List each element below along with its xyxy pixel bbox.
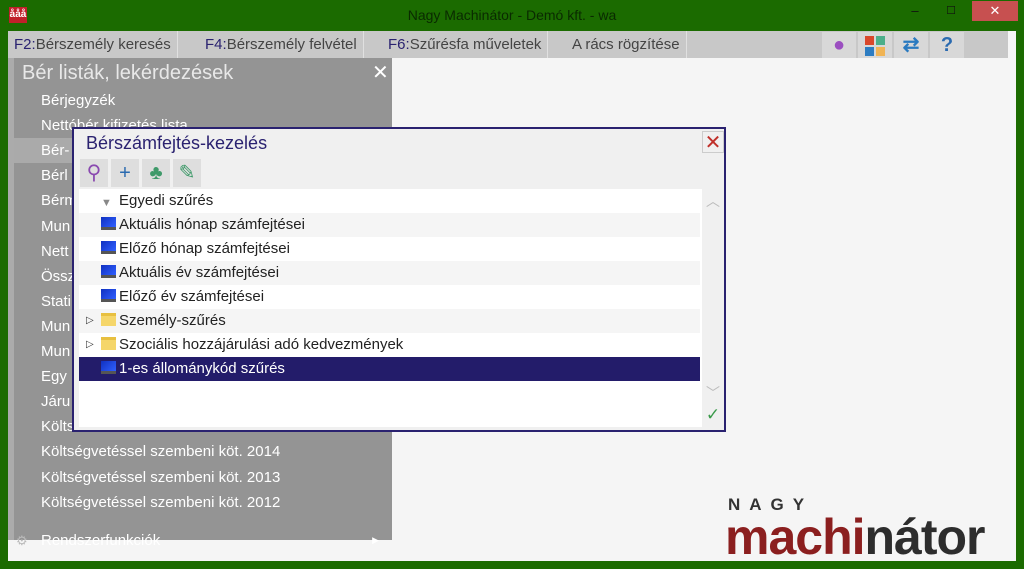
row-label: Előző hónap számfejtései (119, 240, 290, 257)
sidebar-item[interactable]: Mun (41, 217, 71, 235)
row-label: Szociális hozzájárulási adó kedvezmények (119, 336, 404, 353)
sidebar-item[interactable]: Költségvetéssel szembeni köt. 2014 (41, 443, 281, 461)
computer-icon (101, 265, 116, 278)
title-bar: ååå Nagy Machinátor - Demó kft. - wa – ☐… (0, 0, 1024, 30)
sidebar-item[interactable]: Egy (41, 368, 67, 386)
menu-label: A rács rögzítése (572, 36, 680, 53)
tree-icon[interactable]: ♣ (142, 159, 170, 187)
shortcut-key: F4: (205, 36, 227, 53)
maximize-button[interactable]: ☐ (946, 5, 956, 17)
menu-bar: F2:Bérszemély keresés F4:Bérszemély felv… (8, 31, 1008, 58)
shortcut-key: F2: (14, 36, 36, 53)
dialog-close-button[interactable]: ✕ (702, 131, 724, 154)
computer-icon (101, 361, 116, 374)
sidebar-item[interactable]: Költs (41, 418, 72, 436)
sidebar-item[interactable]: Nett (41, 242, 69, 260)
shortcut-key: F6: (388, 36, 410, 53)
search-icon[interactable]: ⚲ (80, 159, 108, 187)
scroll-up-icon[interactable]: ︿ (706, 193, 720, 209)
help-icon[interactable]: ? (930, 32, 964, 58)
tree-row[interactable]: Előző hónap számfejtései (79, 237, 700, 261)
sidebar-item[interactable]: Költségvetéssel szembeni köt. 2012 (41, 493, 281, 511)
filter-icon: ▼ (101, 197, 112, 209)
expand-icon[interactable]: ▷ (86, 339, 94, 350)
window-title: Nagy Machinátor - Demó kft. - wa (407, 7, 617, 23)
logo-top: NAGY (728, 495, 814, 514)
add-icon[interactable]: + (111, 159, 139, 187)
filter-tree-list: ▼ Egyedi szűrés Aktuális hónap számfejtése… (79, 189, 702, 427)
menu-filter-tree[interactable]: F6:Szűrésfa műveletek (382, 31, 549, 58)
ok-check-icon[interactable]: ✓ (705, 405, 721, 424)
logo-main-b: nátor (864, 509, 986, 565)
user-icon[interactable]: ● (822, 32, 856, 58)
tree-row[interactable]: ▼ Egyedi szűrés (79, 189, 700, 213)
menu-label: Bérszemély keresés (35, 36, 171, 53)
sidebar-item[interactable]: Járu (41, 393, 71, 411)
tree-row[interactable]: ▷ Személy-szűrés (79, 309, 700, 333)
gears-icon: ⚙ (16, 533, 28, 548)
scrollbar[interactable]: ︿ ﹀ ✓ (702, 189, 724, 427)
minimize-button[interactable]: – (911, 3, 919, 18)
sidebar-title: Bér listák, lekérdezések (22, 62, 234, 84)
row-label: Aktuális év számfejtései (119, 264, 280, 281)
sidebar-item-system[interactable]: ⚙ Rendszerfunkciók ▶ (14, 528, 383, 553)
close-button[interactable]: ✕ (972, 1, 1018, 21)
sidebar-item-label: Rendszerfunkciók (41, 532, 161, 549)
row-label: Előző év számfejtései (119, 288, 265, 305)
sidebar-edge (8, 58, 14, 540)
tree-row[interactable]: Aktuális hónap számfejtései (79, 213, 700, 237)
logo-main-a: machi (725, 509, 866, 565)
tree-row[interactable]: 1-es állománykód szűrés (79, 357, 700, 381)
sidebar-item[interactable]: Össz (41, 267, 72, 285)
menu-pin-grid[interactable]: A rács rögzítése (566, 31, 687, 58)
row-label: Személy-szűrés (119, 312, 226, 329)
row-label: Egyedi szűrés (119, 192, 214, 209)
menu-search-person[interactable]: F2:Bérszemély keresés (8, 31, 178, 58)
sidebar-item[interactable]: Bérjegyzék (41, 92, 116, 109)
swap-arrows-icon[interactable]: ⇄ (894, 32, 928, 58)
sidebar-item[interactable]: Mun (41, 317, 71, 335)
folder-icon (101, 313, 116, 326)
payroll-dialog: Bérszámfejtés-kezelés ✕ ⚲ + ♣ ✎ ▼ Egyedi … (72, 127, 726, 432)
computer-icon (101, 289, 116, 302)
app-logo-icon[interactable]: ååå (9, 7, 27, 23)
tree-row[interactable]: Aktuális év számfejtései (79, 261, 700, 285)
chevron-right-icon: ▶ (372, 535, 379, 545)
sidebar-item[interactable]: Stati (41, 292, 72, 310)
computer-icon (101, 241, 116, 254)
row-label: 1-es állománykód szűrés (119, 360, 285, 377)
scroll-down-icon[interactable]: ﹀ (706, 385, 720, 401)
folder-icon (101, 337, 116, 350)
sidebar-item[interactable]: Mun (41, 343, 71, 360)
sidebar-close-icon[interactable]: ✕ (372, 62, 389, 84)
sidebar-item[interactable]: Bérl (41, 167, 68, 185)
menu-add-person[interactable]: F4:Bérszemély felvétel (199, 31, 364, 58)
expand-icon[interactable]: ▷ (86, 315, 94, 326)
menu-label: Szűrésfa műveletek (409, 36, 542, 53)
sidebar-item[interactable]: Költségvetéssel szembeni köt. 2013 (41, 468, 281, 486)
sidebar-item[interactable]: Bérm (41, 192, 72, 210)
row-label: Aktuális hónap számfejtései (119, 216, 305, 233)
logo: NAGY machinátor (725, 495, 986, 563)
pin-icon[interactable]: ✎ (173, 159, 201, 187)
dialog-title: Bérszámfejtés-kezelés (86, 133, 268, 153)
tiles-icon[interactable] (858, 32, 892, 58)
menu-label: Bérszemély felvétel (226, 36, 357, 53)
tree-row[interactable]: ▷ Szociális hozzájárulási adó kedvezménye… (79, 333, 700, 357)
tree-row[interactable]: Előző év számfejtései (79, 285, 700, 309)
computer-icon (101, 217, 116, 230)
